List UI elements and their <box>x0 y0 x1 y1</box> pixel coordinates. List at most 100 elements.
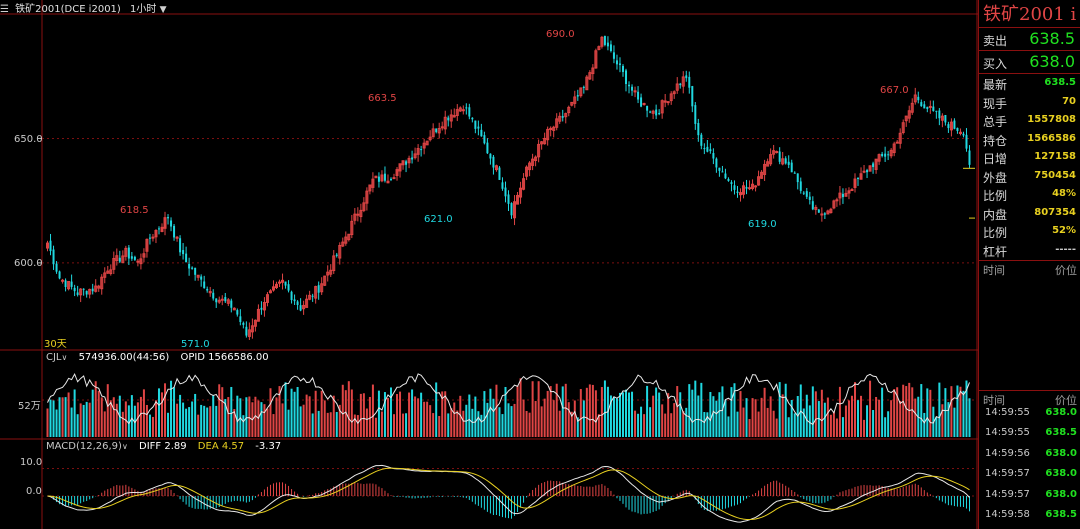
volume-bar <box>462 410 465 437</box>
chevron-down-icon[interactable]: ∨ <box>121 442 128 451</box>
candle-body <box>872 163 875 167</box>
candle-body <box>844 192 848 197</box>
volume-bar <box>793 413 796 437</box>
volume-bar <box>857 400 860 437</box>
candle-body <box>793 172 796 174</box>
volume-bar <box>414 396 417 437</box>
candle-body <box>718 167 721 171</box>
buy-row[interactable]: 买入 638.0 <box>979 50 1080 73</box>
candle-body <box>106 270 110 274</box>
volume-bar <box>772 410 775 437</box>
volume-bar <box>688 384 691 437</box>
volume-bar <box>154 400 157 437</box>
candle-body <box>537 143 541 158</box>
candle-body <box>455 109 459 116</box>
candle-body <box>579 87 583 97</box>
contract-title[interactable]: 铁矿2001(DCE i2001) <box>15 4 121 15</box>
candle-body <box>61 279 65 282</box>
chart-area[interactable] <box>0 0 978 529</box>
chart-canvas[interactable] <box>0 0 978 529</box>
tick-time: 14:59:56 <box>985 447 1030 459</box>
candle-body <box>739 192 743 196</box>
candle-body <box>703 148 706 150</box>
volume-bar <box>823 402 826 437</box>
volume-bar <box>55 409 58 437</box>
volume-bar <box>127 405 130 437</box>
annotation-low-619: 619.0 <box>748 219 777 230</box>
candle-body <box>666 101 670 104</box>
volume-bar <box>944 388 947 437</box>
candle-body <box>576 95 579 97</box>
chevron-down-icon[interactable]: ▼ <box>159 5 167 15</box>
volume-bar <box>540 406 543 437</box>
volume-bar <box>73 389 76 437</box>
candle-body <box>591 67 595 75</box>
volume-bar <box>426 401 429 437</box>
candle-body <box>660 100 664 114</box>
volume-bar <box>480 414 483 437</box>
macd-indicator-name[interactable]: MACD(12,26,9)∨ <box>46 441 128 452</box>
candle-body <box>968 150 971 165</box>
volume-indicator-name[interactable]: CJL∨ <box>46 352 68 363</box>
volume-bar <box>588 384 591 437</box>
volume-bar <box>784 383 787 437</box>
volume-bar <box>399 391 402 437</box>
candle-body <box>513 201 517 219</box>
volume-bar <box>543 398 546 437</box>
chevron-down-icon[interactable]: ∨ <box>61 353 68 362</box>
candle-body <box>926 106 929 109</box>
volume-bar <box>61 397 64 437</box>
stat-value: ----- <box>1055 243 1076 255</box>
candle-body <box>220 298 224 301</box>
volume-bar <box>161 392 164 437</box>
stat-row: 比例 48% <box>979 185 1080 203</box>
stat-label: 外盘 <box>983 170 1008 185</box>
candle-body <box>486 142 489 154</box>
candle-body <box>615 60 618 65</box>
volume-bar <box>679 392 682 437</box>
candle-body <box>356 213 360 216</box>
volume-bar <box>368 396 371 437</box>
candle-body <box>651 110 655 114</box>
volume-bar <box>682 410 685 437</box>
stat-row: 总手 1557808 <box>979 111 1080 129</box>
volume-bar <box>847 400 850 437</box>
macd-axis-label-0: 0.0 <box>26 486 42 497</box>
candle-body <box>567 106 571 114</box>
volume-bar <box>775 418 778 437</box>
candle-body <box>528 162 532 171</box>
volume-bar <box>79 403 82 437</box>
buy-label: 买入 <box>983 57 1008 71</box>
candle-body <box>712 153 715 159</box>
period-selector[interactable]: 1小时 <box>130 4 157 15</box>
stat-label: 总手 <box>983 115 1008 129</box>
stat-value: 70 <box>1062 95 1076 107</box>
candle-body <box>901 122 905 133</box>
candle-body <box>67 281 71 290</box>
annotation-high-663: 663.5 <box>368 93 397 104</box>
candle-body <box>606 42 609 47</box>
candle-body <box>274 283 278 289</box>
volume-bar <box>46 408 49 437</box>
volume-bar <box>570 411 573 437</box>
macd-dea-line <box>47 467 970 521</box>
volume-value: 574936.00(44:56) <box>78 352 170 363</box>
tick-row: 14:59:58 638.5 <box>979 505 1080 525</box>
volume-bar <box>914 398 917 437</box>
volume-bar <box>423 401 426 437</box>
volume-bar <box>841 417 844 437</box>
volume-bar <box>968 398 971 437</box>
candle-body <box>781 158 785 165</box>
volume-bar <box>573 400 576 437</box>
volume-bar <box>311 413 314 437</box>
hamburger-icon[interactable]: ☰ <box>0 4 9 15</box>
volume-bar <box>145 404 148 437</box>
tick-header-top: 时间 价位 <box>979 260 1080 277</box>
volume-bar <box>203 405 206 437</box>
volume-bar <box>537 381 540 437</box>
sell-row[interactable]: 卖出 638.5 <box>979 27 1080 50</box>
volume-bar <box>634 410 637 437</box>
volume-bar <box>658 392 661 437</box>
candle-body <box>769 154 773 165</box>
volume-bar <box>323 400 326 437</box>
